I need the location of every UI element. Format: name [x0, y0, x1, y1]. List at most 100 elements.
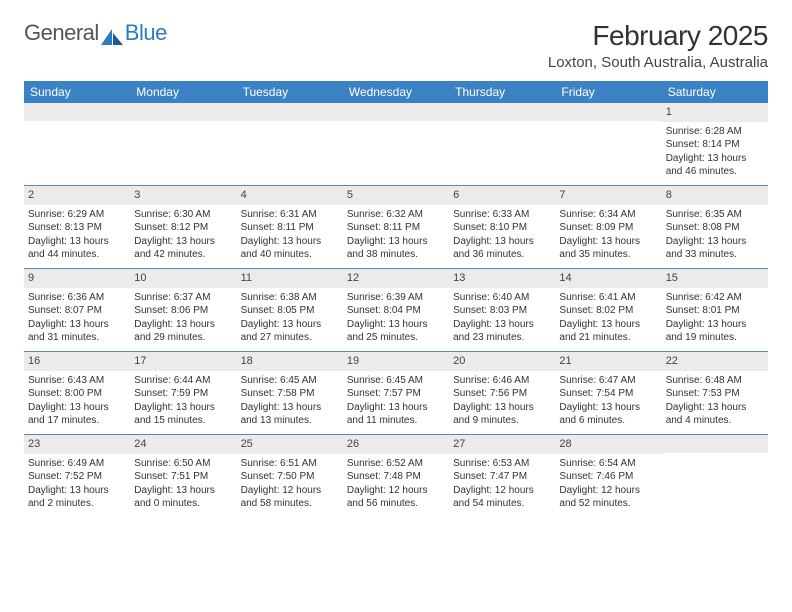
day-cell: 17Sunrise: 6:44 AMSunset: 7:59 PMDayligh…	[130, 352, 236, 434]
day-number: 2	[24, 186, 130, 205]
day-cell: 26Sunrise: 6:52 AMSunset: 7:48 PMDayligh…	[343, 435, 449, 517]
day-cell-empty	[555, 103, 661, 185]
day-cell: 21Sunrise: 6:47 AMSunset: 7:54 PMDayligh…	[555, 352, 661, 434]
day-cell: 15Sunrise: 6:42 AMSunset: 8:01 PMDayligh…	[662, 269, 768, 351]
day-details: Sunrise: 6:33 AMSunset: 8:10 PMDaylight:…	[449, 205, 555, 266]
day-details: Sunrise: 6:52 AMSunset: 7:48 PMDaylight:…	[343, 454, 449, 515]
header: General Blue February 2025 Loxton, South…	[24, 20, 768, 71]
day-number: 28	[555, 435, 661, 454]
day-number: 21	[555, 352, 661, 371]
day-details: Sunrise: 6:43 AMSunset: 8:00 PMDaylight:…	[24, 371, 130, 432]
day-cell: 6Sunrise: 6:33 AMSunset: 8:10 PMDaylight…	[449, 186, 555, 268]
day-number: 26	[343, 435, 449, 454]
day-cell: 13Sunrise: 6:40 AMSunset: 8:03 PMDayligh…	[449, 269, 555, 351]
weekday-header-sunday: Sunday	[24, 81, 130, 103]
day-number	[449, 103, 555, 121]
day-details: Sunrise: 6:45 AMSunset: 7:57 PMDaylight:…	[343, 371, 449, 432]
day-cell: 2Sunrise: 6:29 AMSunset: 8:13 PMDaylight…	[24, 186, 130, 268]
day-cell: 9Sunrise: 6:36 AMSunset: 8:07 PMDaylight…	[24, 269, 130, 351]
day-cell-empty	[449, 103, 555, 185]
day-number: 17	[130, 352, 236, 371]
location-text: Loxton, South Australia, Australia	[548, 54, 768, 71]
day-cell: 4Sunrise: 6:31 AMSunset: 8:11 PMDaylight…	[237, 186, 343, 268]
day-cell-empty	[662, 435, 768, 517]
day-cell: 1Sunrise: 6:28 AMSunset: 8:14 PMDaylight…	[662, 103, 768, 185]
day-cell: 27Sunrise: 6:53 AMSunset: 7:47 PMDayligh…	[449, 435, 555, 517]
day-number: 9	[24, 269, 130, 288]
day-cell: 8Sunrise: 6:35 AMSunset: 8:08 PMDaylight…	[662, 186, 768, 268]
day-number: 16	[24, 352, 130, 371]
week-row: 2Sunrise: 6:29 AMSunset: 8:13 PMDaylight…	[24, 185, 768, 268]
day-number: 6	[449, 186, 555, 205]
day-details: Sunrise: 6:29 AMSunset: 8:13 PMDaylight:…	[24, 205, 130, 266]
day-cell: 5Sunrise: 6:32 AMSunset: 8:11 PMDaylight…	[343, 186, 449, 268]
day-details: Sunrise: 6:31 AMSunset: 8:11 PMDaylight:…	[237, 205, 343, 266]
day-details: Sunrise: 6:44 AMSunset: 7:59 PMDaylight:…	[130, 371, 236, 432]
day-cell-empty	[237, 103, 343, 185]
day-number	[662, 435, 768, 453]
day-details: Sunrise: 6:53 AMSunset: 7:47 PMDaylight:…	[449, 454, 555, 515]
weeks-container: 1Sunrise: 6:28 AMSunset: 8:14 PMDaylight…	[24, 103, 768, 517]
day-cell: 22Sunrise: 6:48 AMSunset: 7:53 PMDayligh…	[662, 352, 768, 434]
day-number: 22	[662, 352, 768, 371]
day-number	[130, 103, 236, 121]
day-details: Sunrise: 6:51 AMSunset: 7:50 PMDaylight:…	[237, 454, 343, 515]
day-number: 18	[237, 352, 343, 371]
day-cell-empty	[130, 103, 236, 185]
day-details: Sunrise: 6:35 AMSunset: 8:08 PMDaylight:…	[662, 205, 768, 266]
day-cell: 25Sunrise: 6:51 AMSunset: 7:50 PMDayligh…	[237, 435, 343, 517]
day-cell: 19Sunrise: 6:45 AMSunset: 7:57 PMDayligh…	[343, 352, 449, 434]
day-number: 25	[237, 435, 343, 454]
day-details: Sunrise: 6:28 AMSunset: 8:14 PMDaylight:…	[662, 122, 768, 183]
day-details: Sunrise: 6:37 AMSunset: 8:06 PMDaylight:…	[130, 288, 236, 349]
day-cell: 20Sunrise: 6:46 AMSunset: 7:56 PMDayligh…	[449, 352, 555, 434]
day-number: 7	[555, 186, 661, 205]
weekday-header-tuesday: Tuesday	[237, 81, 343, 103]
day-number: 1	[662, 103, 768, 122]
day-number: 24	[130, 435, 236, 454]
day-details: Sunrise: 6:50 AMSunset: 7:51 PMDaylight:…	[130, 454, 236, 515]
day-number	[237, 103, 343, 121]
week-row: 9Sunrise: 6:36 AMSunset: 8:07 PMDaylight…	[24, 268, 768, 351]
day-number	[555, 103, 661, 121]
day-cell: 11Sunrise: 6:38 AMSunset: 8:05 PMDayligh…	[237, 269, 343, 351]
calendar-page: General Blue February 2025 Loxton, South…	[0, 0, 792, 537]
weekday-header-monday: Monday	[130, 81, 236, 103]
day-details: Sunrise: 6:41 AMSunset: 8:02 PMDaylight:…	[555, 288, 661, 349]
day-number	[343, 103, 449, 121]
day-number: 12	[343, 269, 449, 288]
day-cell: 18Sunrise: 6:45 AMSunset: 7:58 PMDayligh…	[237, 352, 343, 434]
day-number: 3	[130, 186, 236, 205]
day-details: Sunrise: 6:40 AMSunset: 8:03 PMDaylight:…	[449, 288, 555, 349]
month-title: February 2025	[548, 20, 768, 52]
calendar-grid: SundayMondayTuesdayWednesdayThursdayFrid…	[24, 81, 768, 517]
logo-text-2: Blue	[125, 20, 167, 46]
day-details: Sunrise: 6:32 AMSunset: 8:11 PMDaylight:…	[343, 205, 449, 266]
logo-text-1: General	[24, 20, 99, 46]
day-details: Sunrise: 6:38 AMSunset: 8:05 PMDaylight:…	[237, 288, 343, 349]
day-cell: 28Sunrise: 6:54 AMSunset: 7:46 PMDayligh…	[555, 435, 661, 517]
day-number: 20	[449, 352, 555, 371]
day-details: Sunrise: 6:48 AMSunset: 7:53 PMDaylight:…	[662, 371, 768, 432]
day-details: Sunrise: 6:46 AMSunset: 7:56 PMDaylight:…	[449, 371, 555, 432]
day-number: 11	[237, 269, 343, 288]
weekday-header-saturday: Saturday	[662, 81, 768, 103]
day-number: 23	[24, 435, 130, 454]
weekday-header-row: SundayMondayTuesdayWednesdayThursdayFrid…	[24, 81, 768, 103]
day-number: 15	[662, 269, 768, 288]
title-block: February 2025 Loxton, South Australia, A…	[548, 20, 768, 71]
day-details: Sunrise: 6:42 AMSunset: 8:01 PMDaylight:…	[662, 288, 768, 349]
logo-sail-icon	[101, 25, 123, 41]
week-row: 23Sunrise: 6:49 AMSunset: 7:52 PMDayligh…	[24, 434, 768, 517]
day-number: 4	[237, 186, 343, 205]
day-cell: 14Sunrise: 6:41 AMSunset: 8:02 PMDayligh…	[555, 269, 661, 351]
day-cell: 23Sunrise: 6:49 AMSunset: 7:52 PMDayligh…	[24, 435, 130, 517]
day-cell-empty	[24, 103, 130, 185]
day-number	[24, 103, 130, 121]
day-number: 8	[662, 186, 768, 205]
day-cell: 3Sunrise: 6:30 AMSunset: 8:12 PMDaylight…	[130, 186, 236, 268]
day-number: 14	[555, 269, 661, 288]
day-cell: 12Sunrise: 6:39 AMSunset: 8:04 PMDayligh…	[343, 269, 449, 351]
week-row: 16Sunrise: 6:43 AMSunset: 8:00 PMDayligh…	[24, 351, 768, 434]
day-cell-empty	[343, 103, 449, 185]
